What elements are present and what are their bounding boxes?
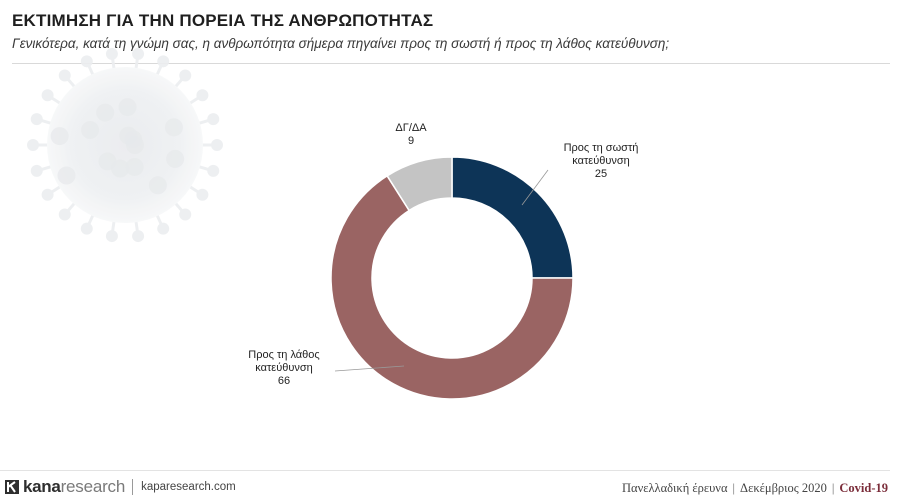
slice-category-label: Προς τη λάθος — [248, 349, 319, 361]
leader-line — [334, 365, 405, 372]
footer-pipe: | — [732, 481, 736, 495]
footer-brand: kana research kaparesearch.com — [4, 476, 236, 498]
slice-category-label: κατεύθυνση — [572, 155, 630, 167]
kana-logo-icon — [5, 480, 19, 494]
virus-watermark-icon — [27, 47, 223, 243]
page-title: ΕΚΤΙΜΗΣΗ ΓΙΑ ΤΗΝ ΠΟΡΕΙΑ ΤΗΣ ΑΝΘΡΩΠΟΤΗΤΑΣ — [12, 11, 434, 30]
header-divider — [12, 63, 890, 64]
slice-value-label: 25 — [595, 168, 607, 180]
label-leader-lines — [334, 169, 549, 372]
page-subtitle: Γενικότερα, κατά τη γνώμη σας, η ανθρωπό… — [12, 36, 670, 51]
footer-separator — [132, 479, 134, 495]
brand-name-kana: kana — [23, 477, 61, 496]
footer-survey-info: Πανελλαδική έρευνα | Δεκέμβριος 2020 | C… — [622, 481, 888, 496]
footer-divider — [0, 470, 890, 471]
slice-value-label: 9 — [408, 135, 414, 147]
slice-right-direction — [451, 156, 574, 279]
leader-line — [521, 169, 549, 206]
slice-dont-know — [386, 156, 453, 212]
slice-value-label: 66 — [278, 375, 290, 387]
footer-pipe: | — [831, 481, 835, 495]
slice-wrong-direction — [330, 174, 574, 400]
footer-survey: Πανελλαδική έρευνα — [622, 481, 728, 495]
footer-date: Δεκέμβριος 2020 — [740, 481, 827, 495]
slice-category-label: ΔΓ/ΔΑ — [395, 122, 427, 134]
slice-category-label: κατεύθυνση — [255, 362, 313, 374]
slice-category-label: Προς τη σωστή — [564, 142, 639, 154]
chart-slices — [330, 156, 574, 400]
brand-name-research: research — [60, 477, 126, 496]
footer-website: kaparesearch.com — [141, 481, 236, 493]
footer-tag: Covid-19 — [839, 481, 888, 495]
